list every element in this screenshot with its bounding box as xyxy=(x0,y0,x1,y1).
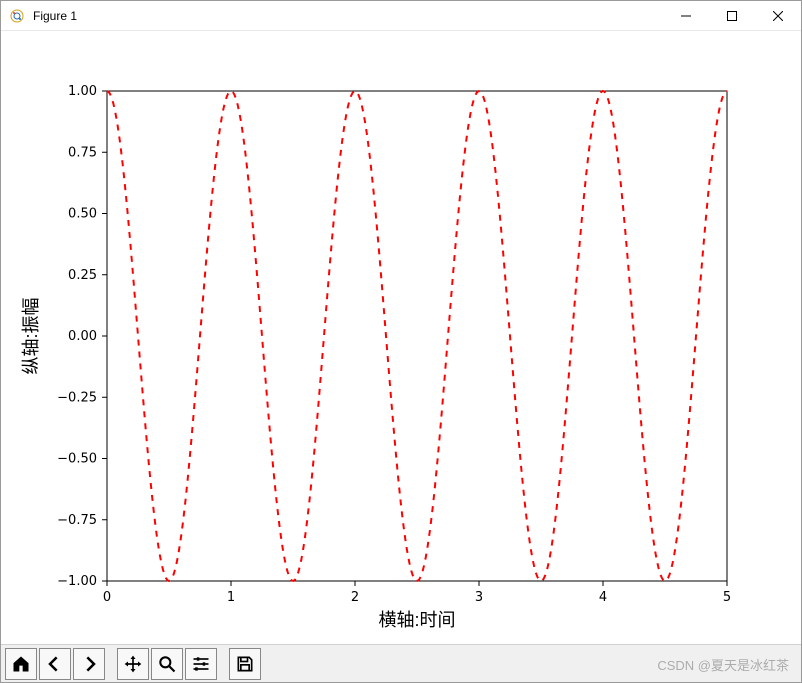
window-controls xyxy=(663,1,801,30)
titlebar: Figure 1 xyxy=(1,1,801,31)
watermark: CSDN @夏天是冰红茶 xyxy=(657,655,789,674)
zoom-button[interactable] xyxy=(151,648,183,680)
figure-window: Figure 1 012345−1.00−0.75−0.50−0.250.000… xyxy=(0,0,802,683)
ytick-label: −0.75 xyxy=(57,513,97,528)
ytick-label: −0.25 xyxy=(57,390,97,405)
plot-svg: 0 1 2 3 4 5 −1.00 −0.75 −0.50 −0.25 0.00 0.25 0.50 0.… xyxy=(1,31,801,645)
maximize-button[interactable] xyxy=(709,1,755,31)
forward-button[interactable] xyxy=(73,648,105,680)
xtick-label: 4 xyxy=(599,590,607,605)
xtick-label: 1 xyxy=(227,590,235,605)
home-button[interactable] xyxy=(5,648,37,680)
navigation-toolbar: CSDN @夏天是冰红茶 xyxy=(1,644,801,682)
xtick-label: 5 xyxy=(723,590,731,605)
app-icon xyxy=(9,8,25,24)
ytick-label: −1.00 xyxy=(57,574,97,589)
pan-icon xyxy=(123,654,143,674)
ytick-label: 1.00 xyxy=(68,84,97,99)
configure-icon xyxy=(191,654,211,674)
xtick-label: 0 xyxy=(103,590,111,605)
xlabel: 横轴:时间 xyxy=(378,610,455,630)
forward-icon xyxy=(79,654,99,674)
xtick-label: 3 xyxy=(475,590,483,605)
save-button[interactable] xyxy=(229,648,261,680)
zoom-icon xyxy=(157,654,177,674)
pan-button[interactable] xyxy=(117,648,149,680)
window-title: Figure 1 xyxy=(33,9,77,23)
ylabel: 纵轴:振幅 xyxy=(21,297,41,374)
minimize-button[interactable] xyxy=(663,1,709,31)
save-icon xyxy=(235,654,255,674)
ytick-label: 0.75 xyxy=(68,145,97,160)
canvas-area[interactable]: 0 1 2 3 4 5 −1.00 −0.75 −0.50 −0.25 0.00 0.25 0.50 0.… xyxy=(1,31,801,644)
ytick-label: 0.00 xyxy=(68,329,97,344)
xtick-label: 2 xyxy=(351,590,359,605)
ytick-label: 0.50 xyxy=(68,207,97,222)
close-button[interactable] xyxy=(755,1,801,31)
ytick-label: 0.25 xyxy=(68,268,97,283)
ytick-label: −0.50 xyxy=(57,452,97,467)
back-icon xyxy=(45,654,65,674)
home-icon xyxy=(11,654,31,674)
back-button[interactable] xyxy=(39,648,71,680)
configure-button[interactable] xyxy=(185,648,217,680)
